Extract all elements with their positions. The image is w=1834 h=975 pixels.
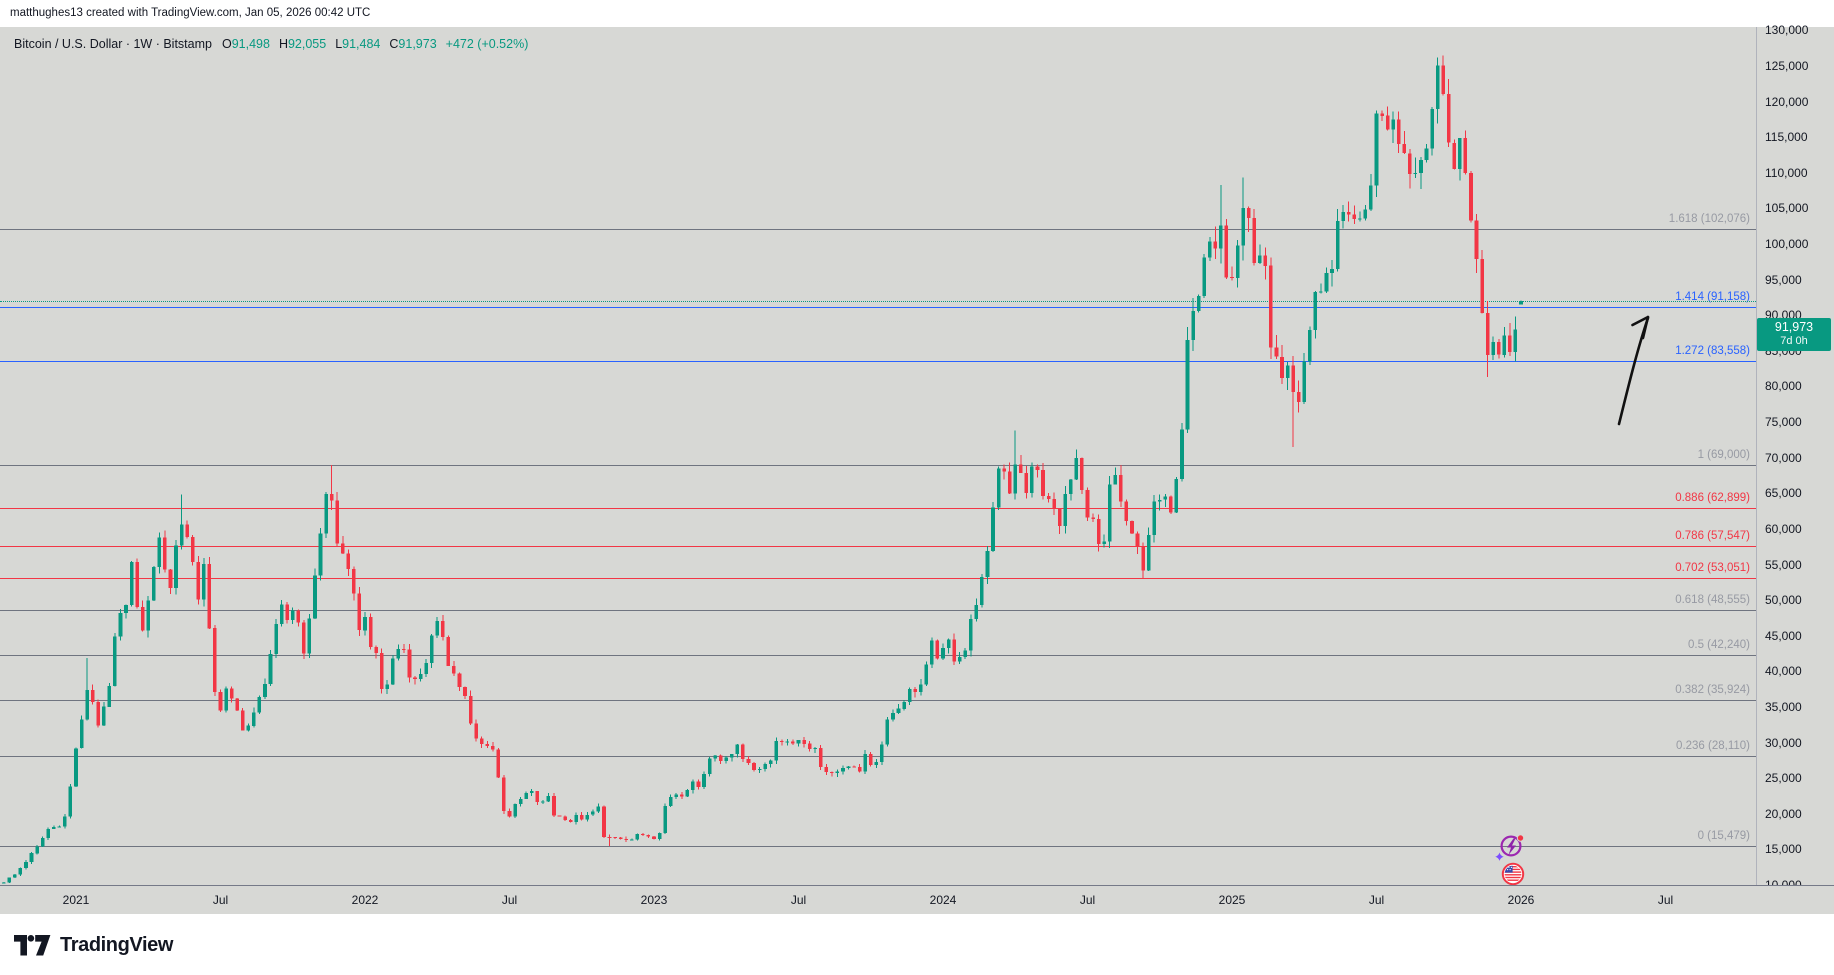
price-tick: 105,000	[1765, 201, 1809, 216]
ohlc-low: L91,484	[335, 37, 381, 51]
fib-label-0.886: 0.886 (62,899)	[1675, 492, 1750, 505]
ohlc-open: O91,498	[221, 37, 270, 51]
fib-line-0.5[interactable]	[0, 655, 1756, 657]
ohlc-close: C91,973	[389, 37, 437, 51]
tradingview-logo[interactable]: TradingView	[14, 934, 173, 957]
price-tick: 35,000	[1765, 699, 1802, 714]
price-axis[interactable]: 10,00015,00020,00025,00030,00035,00040,0…	[1756, 23, 1834, 892]
change-text: +472 (+0.52%)	[445, 37, 529, 51]
tradingview-logo-text: TradingView	[60, 934, 174, 956]
time-tick: 2025	[1218, 893, 1246, 907]
symbol-title: Bitcoin / U.S. Dollar · 1W · Bitstamp	[14, 37, 212, 51]
time-tick: 2024	[929, 893, 957, 907]
last-price-value: 91,973	[1774, 320, 1814, 335]
fib-label-0.236: 0.236 (28,110)	[1676, 740, 1750, 753]
time-tick: 2026	[1507, 893, 1535, 907]
ohlc-high: H92,055	[278, 37, 327, 51]
price-tick: 130,000	[1765, 23, 1809, 38]
fib-line-0.236[interactable]	[0, 756, 1756, 758]
price-tick: 95,000	[1765, 272, 1802, 287]
last-price-badge: 91,973 7d 0h	[1757, 318, 1831, 352]
time-tick: Jul	[1079, 893, 1096, 907]
symbol-header: Bitcoin / U.S. Dollar · 1W · Bitstamp O91…	[14, 37, 528, 51]
fib-line-0.382[interactable]	[0, 700, 1756, 702]
fib-label-0.786: 0.786 (57,547)	[1675, 530, 1750, 543]
price-tick: 110,000	[1765, 165, 1808, 180]
attribution-bar: matthughes13 created with TradingView.co…	[0, 0, 1834, 27]
price-tick: 125,000	[1765, 58, 1809, 73]
time-tick: Jul	[1368, 893, 1385, 907]
fib-label-0.702: 0.702 (53,051)	[1675, 562, 1750, 575]
price-tick: 65,000	[1765, 486, 1802, 501]
fib-label-0.382: 0.382 (35,924)	[1675, 684, 1750, 697]
price-tick: 20,000	[1765, 806, 1802, 821]
time-tick: 2023	[640, 893, 668, 907]
time-tick: Jul	[212, 893, 229, 907]
fib-line-0.786[interactable]	[0, 546, 1756, 548]
bar-countdown: 7d 0h	[1780, 335, 1808, 348]
fib-label-1: 1 (69,000)	[1697, 448, 1750, 461]
fib-label-1.618: 1.618 (102,076)	[1668, 213, 1750, 226]
fib-line-0.618[interactable]	[0, 610, 1756, 612]
fib-label-1.272: 1.272 (83,558)	[1675, 345, 1750, 358]
price-tick: 75,000	[1765, 415, 1802, 430]
time-tick: 2021	[62, 893, 90, 907]
fib-line-0.886[interactable]	[0, 508, 1756, 510]
last-price-line	[0, 301, 1756, 303]
fib-label-1.414: 1.414 (91,158)	[1675, 290, 1750, 303]
fib-line-1.618[interactable]	[0, 229, 1756, 231]
fib-line-1.414[interactable]	[0, 306, 1756, 308]
time-axis[interactable]: 2021 Jul 2022 Jul 2023 Jul 2024 Jul 2025 Jul 2026 J…	[0, 885, 1834, 915]
fib-line-0[interactable]	[0, 846, 1756, 847]
price-tick: 55,000	[1765, 557, 1802, 572]
time-tick: Jul	[1657, 893, 1674, 907]
fib-line-0.702[interactable]	[0, 578, 1756, 580]
price-tick: 120,000	[1765, 94, 1809, 109]
price-tick: 15,000	[1765, 842, 1802, 857]
price-tick: 50,000	[1765, 593, 1802, 608]
price-tick: 45,000	[1765, 628, 1802, 643]
bottom-bar: TradingView	[0, 914, 1834, 975]
fib-label-0.618: 0.618 (48,555)	[1675, 594, 1750, 607]
fib-line-1.272[interactable]	[0, 361, 1756, 363]
fib-label-0: 0 (15,479)	[1697, 830, 1750, 842]
price-tick: 25,000	[1765, 771, 1802, 786]
price-tick: 60,000	[1765, 521, 1802, 536]
tradingview-logo-icon	[14, 935, 51, 956]
price-tick: 30,000	[1765, 735, 1802, 750]
price-tick: 40,000	[1765, 664, 1802, 679]
attribution-text: matthughes13 created with TradingView.co…	[10, 7, 371, 19]
fib-label-0.5: 0.5 (42,240)	[1687, 639, 1750, 652]
chart-pane[interactable]: Bitcoin / U.S. Dollar · 1W · Bitstamp O91…	[0, 23, 1834, 892]
fib-line-1[interactable]	[0, 464, 1756, 466]
price-tick: 80,000	[1765, 379, 1802, 394]
time-tick: 2022	[351, 893, 379, 907]
time-tick: Jul	[501, 893, 518, 907]
price-tick: 100,000	[1765, 237, 1809, 251]
price-tick: 70,000	[1765, 450, 1802, 465]
price-tick: 115,000	[1765, 130, 1808, 145]
time-tick: Jul	[790, 893, 807, 907]
